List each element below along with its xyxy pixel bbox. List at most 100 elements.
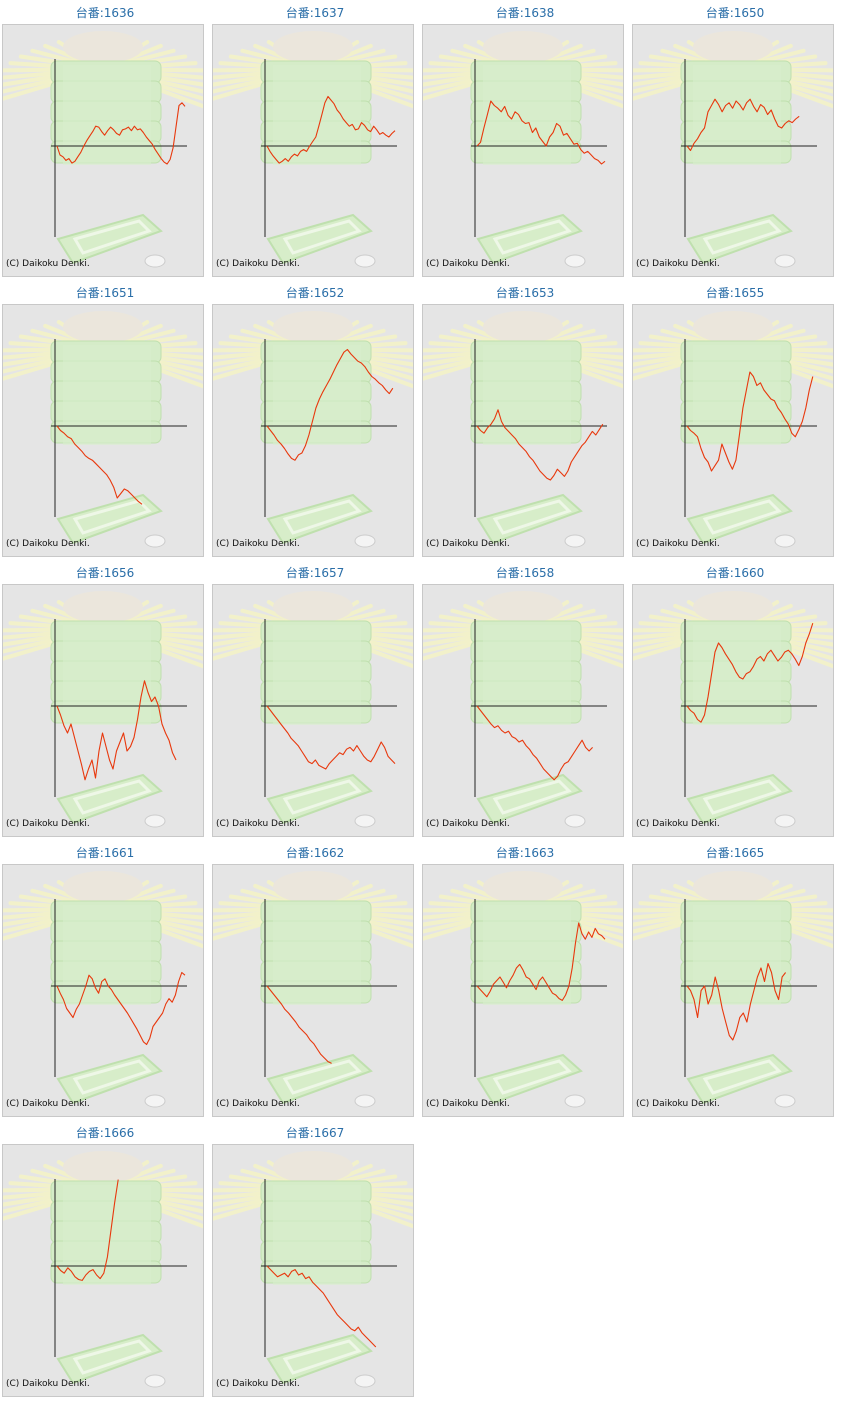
data-series-line — [266, 705, 396, 770]
chart-title[interactable]: 台番:1650 — [705, 6, 765, 20]
data-series-line — [56, 680, 177, 781]
copyright-label: (C) Daikoku Denki. — [216, 1379, 300, 1389]
data-series-line — [266, 348, 394, 461]
background-art — [423, 871, 623, 1108]
chart-title[interactable]: 台番:1662 — [285, 846, 345, 860]
background-art — [3, 871, 203, 1108]
chart-svg — [213, 591, 413, 828]
copyright-label: (C) Daikoku Denki. — [636, 1099, 720, 1109]
data-series-line — [56, 971, 186, 1046]
chart-svg — [3, 591, 203, 828]
copyright-label: (C) Daikoku Denki. — [6, 1099, 90, 1109]
background-art — [213, 31, 413, 268]
chart-card: 台番:1657 (C) Daikoku Denki. — [210, 560, 420, 840]
chart-svg — [423, 591, 623, 828]
data-series-line — [686, 98, 800, 152]
chart-title[interactable]: 台番:1636 — [75, 6, 135, 20]
chart-panel[interactable]: (C) Daikoku Denki. — [632, 24, 834, 277]
data-series-line — [266, 985, 332, 1064]
chart-panel[interactable]: (C) Daikoku Denki. — [632, 864, 834, 1117]
background-art — [3, 31, 203, 268]
copyright-label: (C) Daikoku Denki. — [216, 259, 300, 269]
chart-svg — [423, 311, 623, 548]
background-art — [3, 1151, 203, 1388]
chart-svg — [633, 591, 833, 828]
chart-title[interactable]: 台番:1655 — [705, 286, 765, 300]
chart-title[interactable]: 台番:1637 — [285, 6, 345, 20]
chart-svg — [213, 1151, 413, 1388]
chart-title[interactable]: 台番:1658 — [495, 566, 555, 580]
chart-title[interactable]: 台番:1652 — [285, 286, 345, 300]
chart-card: 台番:1667 (C) Daikoku Denki. — [210, 1120, 420, 1400]
chart-panel[interactable]: (C) Daikoku Denki. — [632, 304, 834, 557]
chart-svg — [633, 31, 833, 268]
chart-panel[interactable]: (C) Daikoku Denki. — [212, 24, 414, 277]
chart-svg — [423, 31, 623, 268]
copyright-label: (C) Daikoku Denki. — [426, 539, 510, 549]
chart-card: 台番:1650 (C) Daikoku Denki. — [630, 0, 840, 280]
data-series-line — [476, 100, 606, 165]
data-series-line — [56, 1179, 119, 1281]
chart-svg — [3, 311, 203, 548]
chart-card: 台番:1636 (C) Daikoku Denki. — [0, 0, 210, 280]
copyright-label: (C) Daikoku Denki. — [6, 539, 90, 549]
chart-card: 台番:1666 (C) Daikoku Denki. — [0, 1120, 210, 1400]
chart-title[interactable]: 台番:1653 — [495, 286, 555, 300]
data-series-line — [476, 922, 606, 1001]
copyright-label: (C) Daikoku Denki. — [426, 819, 510, 829]
chart-card: 台番:1638 (C) Daikoku Denki. — [420, 0, 630, 280]
chart-title[interactable]: 台番:1638 — [495, 6, 555, 20]
chart-card: 台番:1651 (C) Daikoku Denki. — [0, 280, 210, 560]
chart-card: 台番:1652 (C) Daikoku Denki. — [210, 280, 420, 560]
chart-title[interactable]: 台番:1663 — [495, 846, 555, 860]
chart-panel[interactable]: (C) Daikoku Denki. — [422, 304, 624, 557]
chart-title[interactable]: 台番:1667 — [285, 1126, 345, 1140]
chart-panel[interactable]: (C) Daikoku Denki. — [212, 584, 414, 837]
chart-svg — [3, 31, 203, 268]
chart-panel[interactable]: (C) Daikoku Denki. — [212, 864, 414, 1117]
chart-svg — [633, 871, 833, 1108]
chart-panel[interactable]: (C) Daikoku Denki. — [2, 584, 204, 837]
data-series-line — [56, 102, 186, 165]
chart-panel[interactable]: (C) Daikoku Denki. — [422, 864, 624, 1117]
chart-card: 台番:1662 (C) Daikoku Denki. — [210, 840, 420, 1120]
chart-card: 台番:1656 (C) Daikoku Denki. — [0, 560, 210, 840]
chart-svg — [213, 31, 413, 268]
chart-card: 台番:1661 (C) Daikoku Denki. — [0, 840, 210, 1120]
background-art — [213, 311, 413, 548]
data-series-line — [686, 623, 814, 723]
chart-svg — [213, 871, 413, 1108]
background-art — [423, 311, 623, 548]
chart-panel[interactable]: (C) Daikoku Denki. — [422, 584, 624, 837]
chart-card: 台番:1658 (C) Daikoku Denki. — [420, 560, 630, 840]
copyright-label: (C) Daikoku Denki. — [6, 819, 90, 829]
chart-panel[interactable]: (C) Daikoku Denki. — [2, 304, 204, 557]
chart-title[interactable]: 台番:1656 — [75, 566, 135, 580]
chart-panel[interactable]: (C) Daikoku Denki. — [422, 24, 624, 277]
chart-title[interactable]: 台番:1657 — [285, 566, 345, 580]
copyright-label: (C) Daikoku Denki. — [216, 1099, 300, 1109]
background-art — [3, 311, 203, 548]
background-art — [213, 591, 413, 828]
chart-panel[interactable]: (C) Daikoku Denki. — [2, 864, 204, 1117]
chart-panel[interactable]: (C) Daikoku Denki. — [2, 24, 204, 277]
chart-svg — [423, 871, 623, 1108]
chart-title[interactable]: 台番:1665 — [705, 846, 765, 860]
data-series-line — [686, 371, 814, 472]
chart-title[interactable]: 台番:1661 — [75, 846, 135, 860]
background-art — [633, 31, 833, 268]
copyright-label: (C) Daikoku Denki. — [216, 539, 300, 549]
chart-title[interactable]: 台番:1651 — [75, 286, 135, 300]
chart-panel[interactable]: (C) Daikoku Denki. — [632, 584, 834, 837]
chart-title[interactable]: 台番:1660 — [705, 566, 765, 580]
chart-panel[interactable]: (C) Daikoku Denki. — [212, 1144, 414, 1397]
chart-card: 台番:1653 (C) Daikoku Denki. — [420, 280, 630, 560]
chart-card: 台番:1637 (C) Daikoku Denki. — [210, 0, 420, 280]
chart-panel[interactable]: (C) Daikoku Denki. — [212, 304, 414, 557]
chart-panel[interactable]: (C) Daikoku Denki. — [2, 1144, 204, 1397]
background-art — [213, 871, 413, 1108]
background-art — [423, 591, 623, 828]
chart-card: 台番:1660 (C) Daikoku Denki. — [630, 560, 840, 840]
copyright-label: (C) Daikoku Denki. — [6, 1379, 90, 1389]
chart-title[interactable]: 台番:1666 — [75, 1126, 135, 1140]
